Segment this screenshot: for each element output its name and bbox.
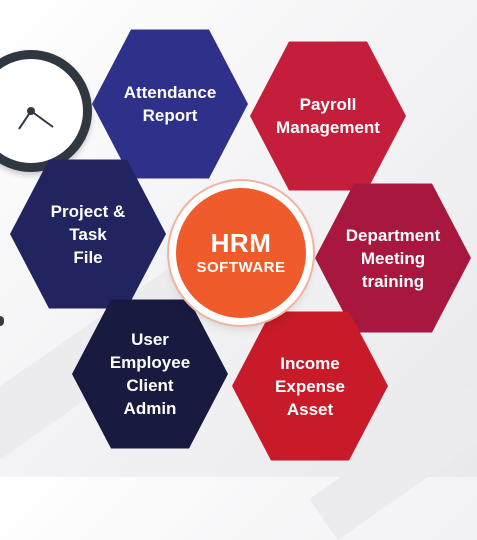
hex-income-expense-asset: Income Expense Asset xyxy=(232,311,388,461)
hex-label: Project & Task File xyxy=(50,201,126,267)
hex-label: Department Meeting training xyxy=(345,225,441,291)
hex-label: User Employee Client Admin xyxy=(109,330,191,418)
hex-label: Income Expense Asset xyxy=(275,353,345,419)
hex-project-task-file: Project & Task File xyxy=(10,159,166,309)
hex-user-employee-client-admin: User Employee Client Admin xyxy=(72,299,228,449)
center-subtitle: SOFTWARE xyxy=(196,259,286,276)
clock-icon xyxy=(0,50,92,172)
background-dot xyxy=(0,316,4,326)
hex-label: Payroll Management xyxy=(276,95,380,137)
center-title: HRM xyxy=(210,228,272,258)
hex-attendance-report: Attendance Report xyxy=(92,29,248,179)
hrm-software-center: HRM SOFTWARE xyxy=(176,188,306,318)
hex-payroll-management: Payroll Management xyxy=(250,41,406,191)
hex-department-meeting-training: Department Meeting training xyxy=(315,183,471,333)
hex-label: Attendance Report xyxy=(123,83,217,125)
